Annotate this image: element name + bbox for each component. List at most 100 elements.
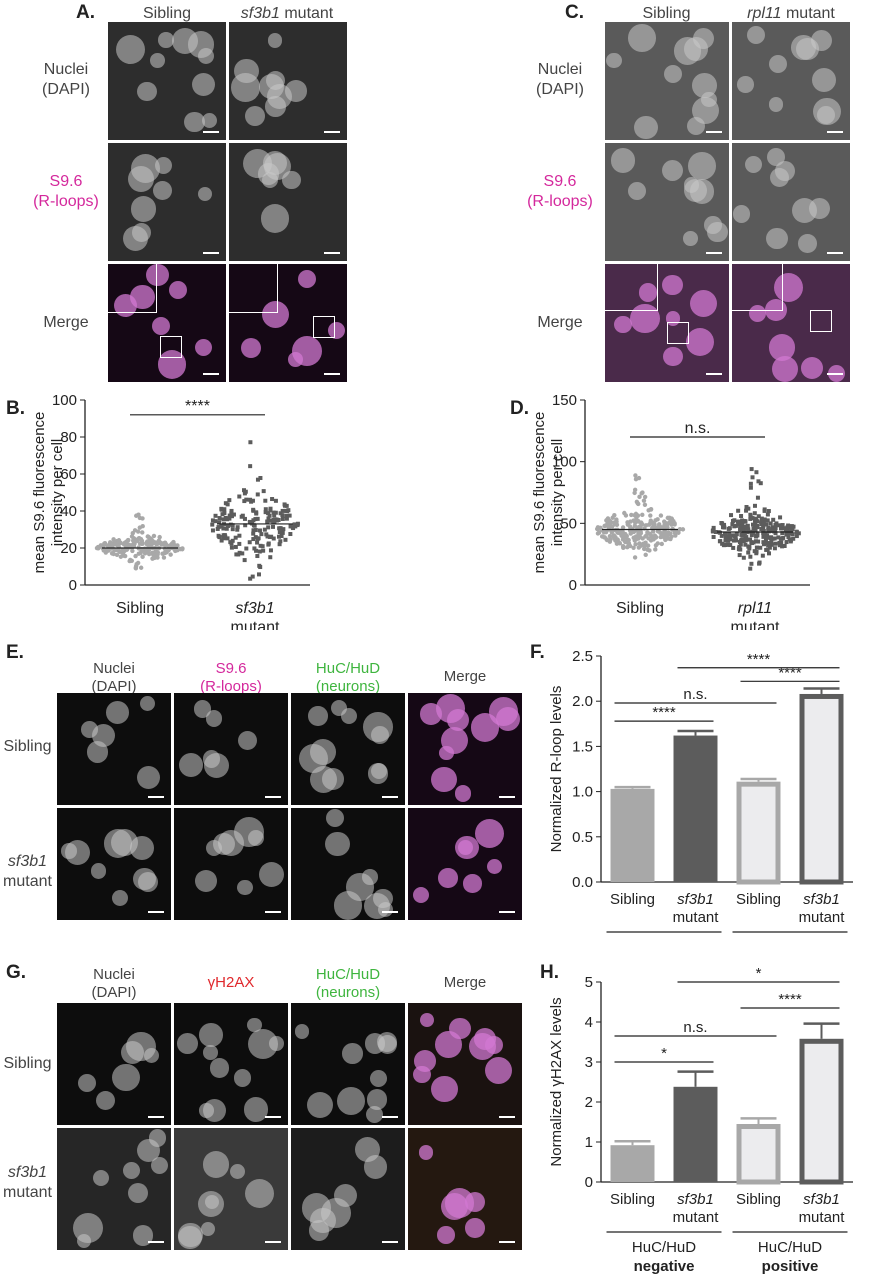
data-point — [755, 525, 760, 530]
data-point — [756, 514, 761, 519]
data-point — [724, 536, 729, 541]
cell-nucleus — [673, 37, 702, 65]
data-point — [636, 525, 641, 530]
y-tick-label: 1 — [585, 1134, 593, 1151]
data-point — [760, 553, 765, 558]
cell-nucleus — [258, 861, 285, 888]
y-tick-label: 40 — [60, 503, 77, 520]
cell-nucleus — [801, 356, 823, 379]
data-point — [140, 530, 145, 535]
data-point — [102, 541, 107, 546]
cell-nucleus — [744, 156, 762, 174]
cell-nucleus — [115, 34, 146, 65]
group-sublabel: negative — [634, 1258, 695, 1275]
data-point — [787, 537, 792, 542]
data-point — [620, 537, 626, 542]
data-point — [739, 532, 744, 537]
y-tick-label: 0.0 — [572, 874, 593, 891]
data-point — [279, 533, 284, 538]
data-point — [615, 537, 620, 542]
data-point — [736, 519, 741, 524]
cell-nucleus — [202, 1151, 230, 1178]
x-tick-label: mutant — [799, 1209, 846, 1226]
cell-nucleus — [662, 274, 683, 296]
y-tick-label: 2 — [585, 1094, 593, 1111]
data-point — [263, 498, 268, 503]
data-point — [737, 553, 742, 558]
data-point — [225, 523, 230, 528]
panel-a-label: A. — [76, 2, 95, 23]
data-point — [783, 526, 788, 531]
data-point — [140, 554, 145, 560]
data-point — [229, 511, 234, 516]
data-point — [268, 518, 273, 523]
cell-nucleus — [244, 1179, 274, 1209]
x-tick-label: sf3b1 — [677, 1191, 714, 1208]
data-point — [253, 517, 258, 522]
data-point — [733, 533, 738, 538]
data-point — [778, 515, 783, 520]
data-point — [752, 525, 757, 530]
panel-a-mutant-word: mutant — [279, 5, 334, 22]
data-point — [252, 546, 257, 551]
data-point — [668, 531, 673, 536]
data-point — [255, 492, 260, 497]
cell-nucleus — [192, 72, 216, 96]
data-point — [222, 507, 227, 512]
y-tick-label: 100 — [52, 392, 77, 409]
data-point — [118, 554, 124, 559]
cell-nucleus — [150, 53, 165, 69]
data-point — [754, 516, 759, 521]
data-point — [759, 527, 764, 532]
data-point — [265, 534, 270, 539]
cell-nucleus — [201, 112, 218, 129]
data-point — [645, 547, 650, 552]
micrograph-e-mutant-merge — [408, 808, 522, 920]
data-point — [791, 536, 796, 541]
significance-label: **** — [747, 651, 771, 668]
cell-nucleus — [365, 1106, 383, 1124]
cell-nucleus — [77, 1074, 96, 1092]
data-point — [213, 519, 218, 524]
cell-nucleus — [791, 197, 817, 223]
data-point — [217, 520, 222, 525]
x-tick-label: sf3b1 — [803, 1191, 840, 1208]
data-point — [638, 529, 643, 534]
cell-nucleus — [201, 1221, 216, 1236]
data-point — [653, 547, 658, 552]
data-point — [729, 513, 734, 518]
data-point — [268, 506, 273, 511]
data-point — [748, 537, 753, 542]
data-point — [779, 536, 784, 541]
cell-nucleus — [418, 1145, 433, 1160]
data-point — [277, 526, 282, 531]
cell-nucleus — [292, 336, 323, 367]
data-point — [765, 518, 770, 523]
data-point — [115, 548, 121, 553]
data-point — [250, 498, 255, 503]
data-point — [762, 541, 767, 546]
data-point — [254, 548, 259, 553]
cell-nucleus — [663, 347, 683, 367]
data-point — [281, 527, 286, 532]
x-tick-label: Sibling — [736, 1191, 781, 1208]
data-point — [250, 574, 255, 579]
data-point — [631, 518, 636, 523]
micrograph-c-mutant-dapi — [732, 22, 850, 140]
data-point — [779, 540, 784, 545]
data-point — [711, 525, 716, 530]
data-point — [620, 544, 626, 549]
cell-nucleus — [606, 52, 622, 69]
data-point — [663, 537, 668, 543]
data-point — [784, 540, 789, 545]
cell-nucleus — [325, 831, 350, 857]
cell-nucleus — [234, 817, 265, 847]
data-point — [764, 547, 769, 552]
panel-c-row-nuclei: Nuclei (DAPI) — [536, 61, 584, 98]
x-tick-label: mutant — [673, 1209, 720, 1226]
cell-nucleus — [308, 705, 329, 726]
cell-nucleus — [813, 97, 841, 126]
data-point — [633, 473, 638, 478]
data-point — [259, 532, 264, 537]
y-tick-label: 0.5 — [572, 829, 593, 846]
